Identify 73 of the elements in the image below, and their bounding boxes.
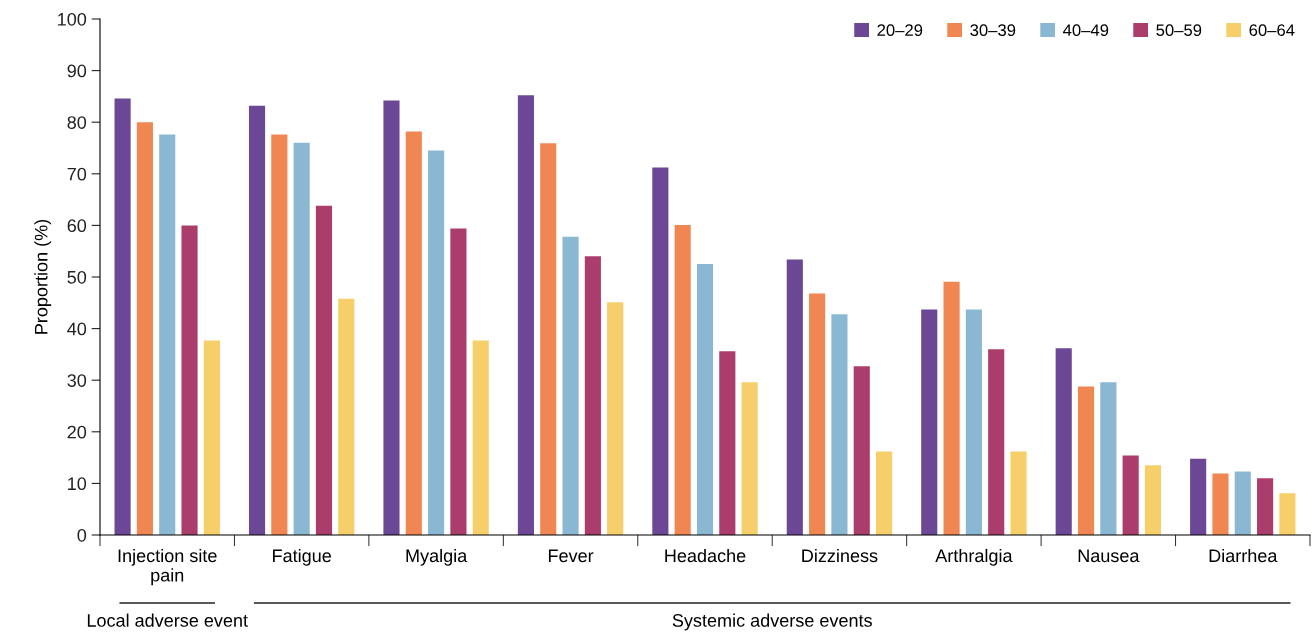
bar <box>696 264 714 535</box>
bar <box>159 134 176 535</box>
y-tick-label: 60 <box>67 219 87 233</box>
y-tick-label: 50 <box>67 270 87 284</box>
bar <box>517 95 534 535</box>
bar <box>450 228 467 535</box>
bar <box>271 134 288 535</box>
y-tick-label: 80 <box>67 116 87 129</box>
bar <box>786 259 803 535</box>
y-axis-title: Proportion (%) <box>34 219 52 334</box>
bar <box>181 225 198 535</box>
y-tick-label: 20 <box>67 425 87 439</box>
x-tick-label: Fatigue <box>273 548 331 566</box>
x-tick-label: Dizziness <box>802 548 878 563</box>
bar <box>114 98 131 535</box>
y-tick-label: 30 <box>67 374 87 387</box>
bar <box>607 302 624 535</box>
bar <box>540 143 557 535</box>
x-tick-label: Injection site pain <box>118 548 217 586</box>
bar <box>853 366 870 535</box>
y-tick-label: 40 <box>67 322 87 336</box>
bar <box>472 340 489 535</box>
bar <box>1055 348 1072 535</box>
bar <box>652 167 669 535</box>
bar <box>1212 473 1229 535</box>
legend-label: 50–59 <box>1156 24 1202 37</box>
y-tick-label: 10 <box>68 477 87 491</box>
bar <box>741 382 758 535</box>
bar <box>1010 451 1027 535</box>
bar <box>1279 493 1296 535</box>
bar <box>1234 471 1251 535</box>
legend-label: 40–49 <box>1063 24 1109 37</box>
bar <box>943 281 960 535</box>
bar <box>809 293 826 535</box>
bar <box>831 314 848 535</box>
y-tick-label: 70 <box>67 167 87 181</box>
bar <box>1122 455 1139 535</box>
bar <box>248 105 266 535</box>
bar <box>1257 478 1274 535</box>
bar <box>338 298 355 535</box>
x-tick-label: Myalgia <box>406 548 468 566</box>
bar <box>876 451 893 535</box>
bar <box>293 142 310 535</box>
bar <box>674 224 691 535</box>
x-tick-label: Nausea <box>1078 549 1140 563</box>
legend-label: 30–39 <box>970 24 1016 37</box>
bar <box>1190 458 1207 535</box>
legend-label: 20–29 <box>877 24 923 37</box>
bar <box>1144 465 1162 535</box>
bar <box>965 309 982 535</box>
bar <box>1077 386 1095 535</box>
bar <box>383 100 400 535</box>
bar <box>719 351 736 535</box>
bar <box>136 122 153 535</box>
y-tick-label: 90 <box>67 64 87 78</box>
bar <box>921 309 938 535</box>
bar <box>405 131 422 535</box>
bar <box>988 349 1005 535</box>
x-tick-label: Arthralgia <box>935 548 1013 566</box>
y-tick-label: 100 <box>58 12 87 26</box>
y-tick-label: 0 <box>77 528 87 542</box>
x-tick-label: Headache <box>665 548 746 563</box>
bar <box>428 150 445 535</box>
bar <box>584 256 601 535</box>
bar <box>203 340 220 535</box>
x-tick-label: Fever <box>548 549 594 563</box>
text: Systemic adverse events <box>672 613 872 631</box>
bar <box>315 205 333 535</box>
bar <box>562 236 579 535</box>
bar <box>1100 382 1117 535</box>
x-tick-label: Diarrhea <box>1209 548 1278 563</box>
legend-label: 60–64 <box>1249 24 1295 37</box>
text: Local adverse event <box>87 613 248 627</box>
